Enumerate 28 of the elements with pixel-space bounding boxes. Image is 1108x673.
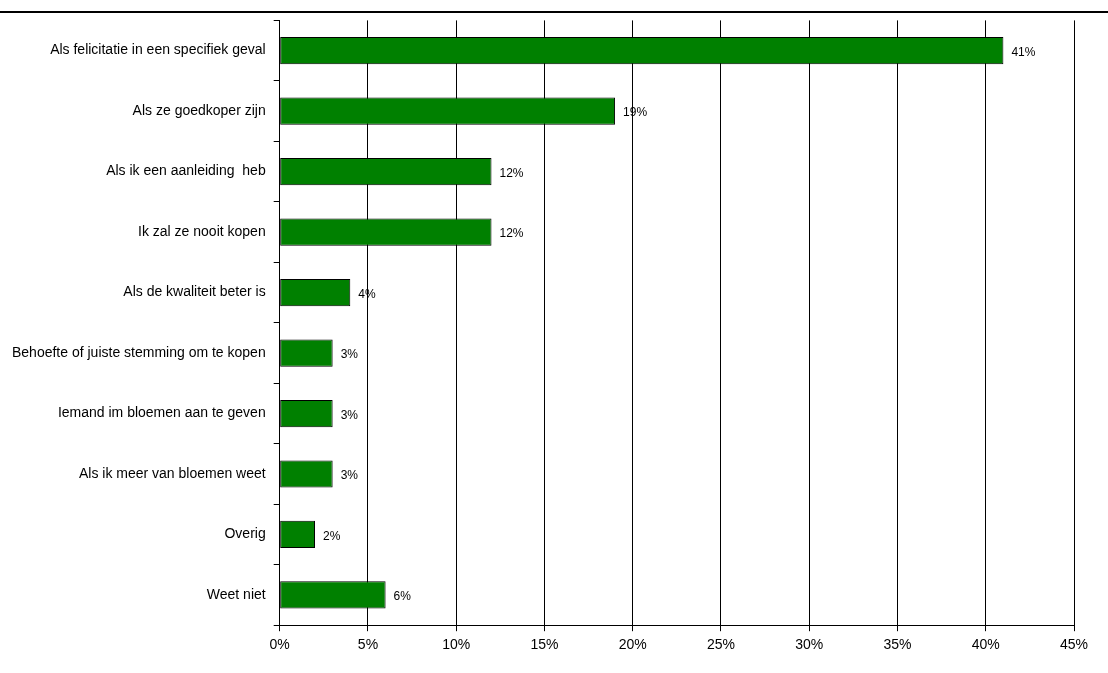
x-tick-label: 0% [269, 636, 290, 653]
y-tick-label: Weet niet [206, 585, 266, 602]
x-tick-label: 40% [971, 636, 1000, 653]
x-tick-label: 45% [1059, 636, 1089, 653]
y-tick-label: Ik zal ze nooit kopen [138, 222, 266, 239]
y-tick-label: Overig [224, 525, 266, 542]
data-label: 12% [499, 226, 524, 241]
y-tick-label: Als ik meer van bloemen weet [78, 464, 266, 481]
x-tick-label: 20% [618, 636, 647, 653]
y-tick-label: Iemand im bloemen aan te geven [57, 404, 266, 421]
y-tick-label: Behoefte of juiste stemming om te kopen [11, 343, 266, 360]
x-tick-label: 35% [883, 636, 912, 653]
y-tick-label: Als ik een aanleiding heb [106, 162, 266, 179]
data-label: 12% [499, 165, 524, 180]
data-label: 2% [323, 528, 341, 543]
x-tick-label: 25% [706, 636, 735, 653]
x-tick-label: 15% [530, 636, 559, 653]
data-label: 3% [340, 468, 359, 483]
x-tick-label: 5% [357, 636, 379, 653]
x-tick-label: 10% [442, 636, 471, 653]
y-tick-label: Als ze goedkoper zijn [132, 101, 266, 118]
y-tick-label: Als de kwaliteit beter is [123, 283, 266, 300]
x-tick-label: 30% [795, 636, 824, 653]
data-label: 3% [340, 347, 359, 362]
data-label: 6% [393, 589, 412, 604]
y-tick-label: Als felicitatie in een specifiek geval [50, 41, 266, 58]
data-label: 41% [1011, 44, 1036, 59]
data-label: 3% [340, 407, 359, 422]
